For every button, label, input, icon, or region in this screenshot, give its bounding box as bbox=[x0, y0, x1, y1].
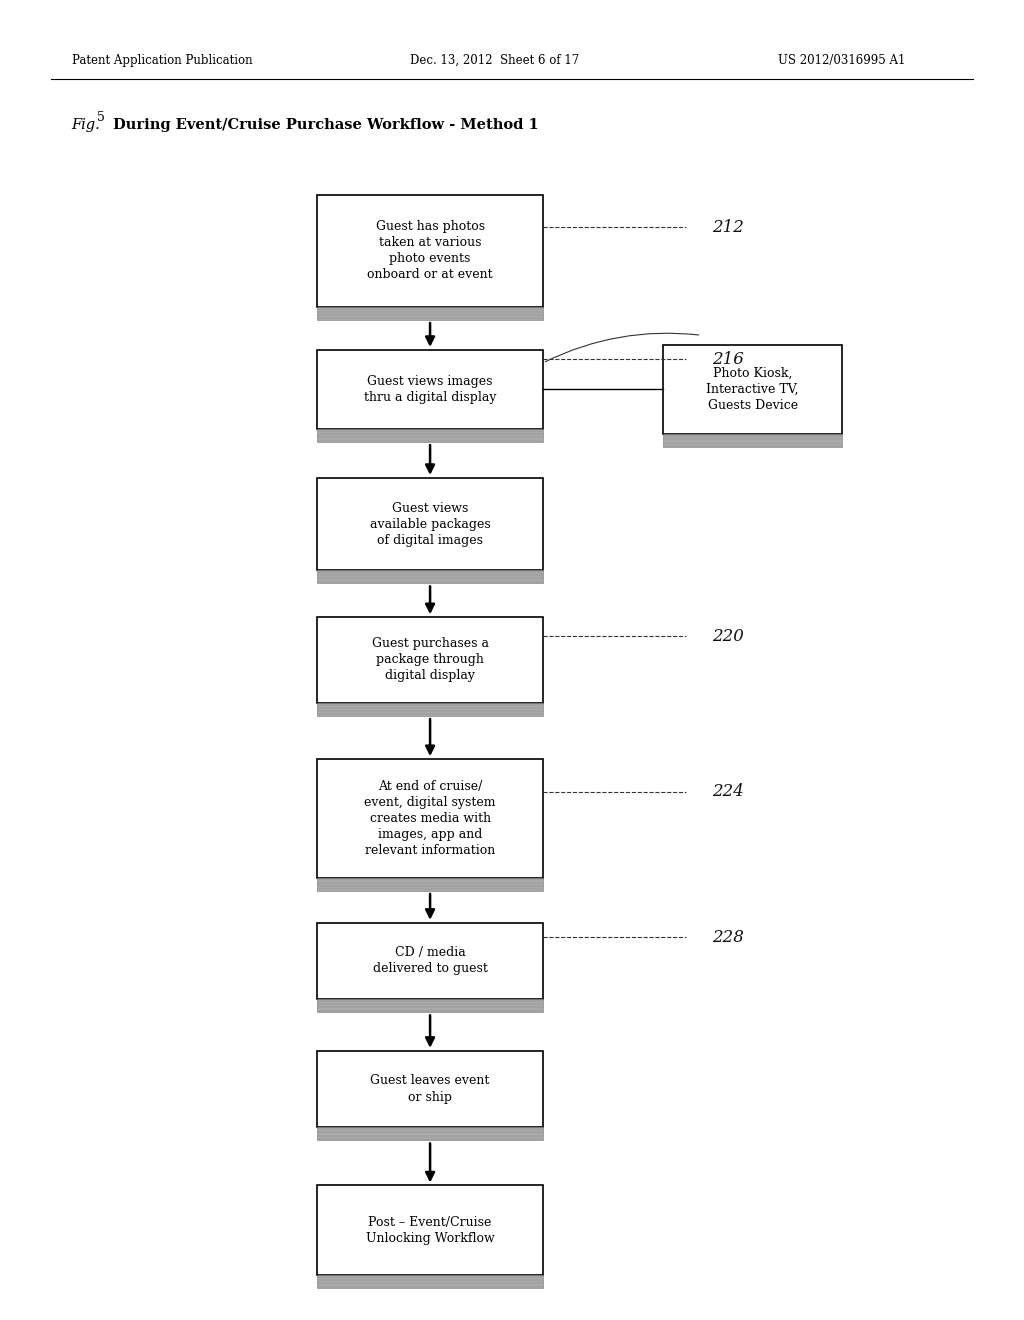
Bar bbox=[317, 478, 543, 570]
Text: Guest leaves event
or ship: Guest leaves event or ship bbox=[371, 1074, 489, 1104]
Text: 228: 228 bbox=[712, 929, 743, 945]
Bar bbox=[317, 306, 543, 319]
Bar bbox=[664, 434, 842, 447]
Text: US 2012/0316995 A1: US 2012/0316995 A1 bbox=[778, 54, 905, 67]
Text: 224: 224 bbox=[712, 784, 743, 800]
Text: Guest views images
thru a digital display: Guest views images thru a digital displa… bbox=[364, 375, 497, 404]
Text: CD / media
delivered to guest: CD / media delivered to guest bbox=[373, 946, 487, 975]
Bar bbox=[317, 878, 543, 891]
Bar bbox=[317, 1127, 543, 1140]
Text: 216: 216 bbox=[712, 351, 743, 367]
Bar bbox=[317, 1051, 543, 1127]
Text: 220: 220 bbox=[712, 628, 743, 644]
Text: Dec. 13, 2012  Sheet 6 of 17: Dec. 13, 2012 Sheet 6 of 17 bbox=[410, 54, 579, 67]
Bar bbox=[317, 618, 543, 702]
Bar bbox=[317, 1275, 543, 1288]
Text: 5: 5 bbox=[97, 111, 105, 124]
Bar bbox=[664, 345, 842, 434]
Bar bbox=[317, 570, 543, 583]
Text: At end of cruise/
event, digital system
creates media with
images, app and
relev: At end of cruise/ event, digital system … bbox=[365, 780, 496, 857]
Text: 212: 212 bbox=[712, 219, 743, 235]
Bar bbox=[317, 350, 543, 429]
Bar bbox=[317, 999, 543, 1012]
Text: Fig.: Fig. bbox=[72, 119, 100, 132]
Bar bbox=[317, 194, 543, 306]
Bar bbox=[317, 759, 543, 878]
Bar bbox=[317, 702, 543, 715]
Text: During Event/Cruise Purchase Workflow - Method 1: During Event/Cruise Purchase Workflow - … bbox=[108, 119, 539, 132]
Text: Guest has photos
taken at various
photo events
onboard or at event: Guest has photos taken at various photo … bbox=[368, 220, 493, 281]
Bar bbox=[317, 1185, 543, 1275]
Text: Guest purchases a
package through
digital display: Guest purchases a package through digita… bbox=[372, 638, 488, 682]
Text: Guest views
available packages
of digital images: Guest views available packages of digita… bbox=[370, 502, 490, 546]
Text: Photo Kiosk,
Interactive TV,
Guests Device: Photo Kiosk, Interactive TV, Guests Devi… bbox=[707, 367, 799, 412]
Bar bbox=[317, 923, 543, 999]
Text: Patent Application Publication: Patent Application Publication bbox=[72, 54, 252, 67]
Text: Post – Event/Cruise
Unlocking Workflow: Post – Event/Cruise Unlocking Workflow bbox=[366, 1216, 495, 1245]
Bar bbox=[317, 429, 543, 442]
